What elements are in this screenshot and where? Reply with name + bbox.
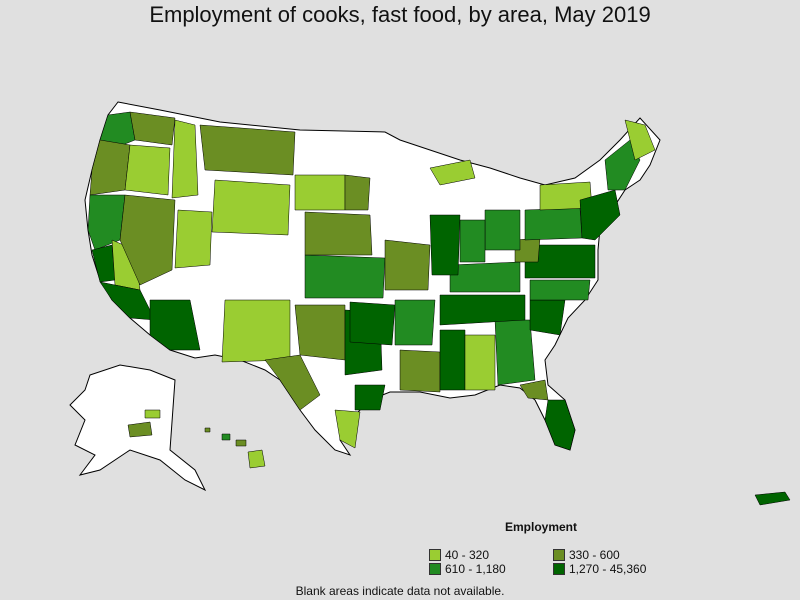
legend-swatch bbox=[553, 563, 565, 575]
legend-label: 610 - 1,180 bbox=[445, 562, 506, 576]
legend-item-330-600: 330 - 600 bbox=[553, 548, 620, 562]
region-tx-w bbox=[264, 354, 321, 411]
map-title: Employment of cooks, fast food, by area,… bbox=[149, 2, 651, 27]
legend-title: Employment bbox=[505, 520, 578, 534]
region-me bbox=[624, 119, 656, 161]
region-nc bbox=[529, 279, 591, 301]
region-ca-n bbox=[87, 194, 126, 251]
region-in bbox=[459, 219, 486, 263]
region-il bbox=[429, 214, 461, 276]
region-ms bbox=[439, 329, 466, 391]
region-nm bbox=[221, 299, 291, 363]
legend-label: 40 - 320 bbox=[445, 548, 490, 562]
region-ok bbox=[349, 301, 396, 346]
legend-item-40-320: 40 - 320 bbox=[429, 548, 489, 562]
legend-swatch bbox=[429, 549, 441, 561]
hawaii bbox=[204, 427, 266, 469]
region-la bbox=[399, 349, 441, 393]
region-fl-s bbox=[544, 399, 576, 451]
region-oh bbox=[484, 209, 521, 251]
legend-label: 1,270 - 45,360 bbox=[569, 562, 647, 576]
region-or-e bbox=[124, 144, 171, 196]
region-mi bbox=[429, 159, 476, 186]
legend-item-610-1180: 610 - 1,180 bbox=[429, 562, 506, 576]
region-ks bbox=[304, 254, 386, 299]
region-ca-s bbox=[99, 281, 156, 321]
puerto-rico bbox=[754, 491, 791, 506]
legend-swatch bbox=[553, 549, 565, 561]
region-pa bbox=[524, 207, 583, 241]
footnote: Blank areas indicate data not available. bbox=[295, 584, 505, 598]
region-sc bbox=[529, 299, 566, 336]
region-va bbox=[524, 244, 596, 279]
region-tx-houston bbox=[354, 384, 386, 411]
region-al bbox=[464, 334, 496, 391]
region-ne-corridor bbox=[579, 189, 621, 241]
region-sd bbox=[294, 174, 346, 211]
region-ne bbox=[304, 211, 373, 256]
region-tx-s bbox=[334, 409, 361, 449]
region-wy bbox=[211, 179, 291, 236]
region-id bbox=[171, 119, 199, 199]
region-ak-fairbanks bbox=[144, 409, 161, 419]
region-ak-anchorage bbox=[127, 421, 153, 438]
region-ut bbox=[174, 209, 213, 269]
region-tx-c bbox=[294, 304, 346, 361]
region-ga bbox=[494, 319, 536, 386]
region-mo bbox=[384, 239, 431, 291]
region-az-phx bbox=[149, 299, 201, 351]
region-ca-bay bbox=[91, 244, 116, 283]
region-or-w bbox=[89, 139, 131, 196]
legend-swatch bbox=[429, 563, 441, 575]
region-wa-e bbox=[129, 111, 176, 146]
region-ar bbox=[394, 299, 436, 346]
region-tn bbox=[439, 294, 526, 326]
region-nv bbox=[119, 194, 176, 286]
legend-item-1270-45360: 1,270 - 45,360 bbox=[553, 562, 646, 576]
legend-label: 330 - 600 bbox=[569, 548, 620, 562]
region-nd bbox=[344, 174, 371, 211]
region-ky bbox=[449, 261, 521, 293]
region-new-england bbox=[604, 139, 641, 191]
region-mt bbox=[199, 124, 296, 176]
